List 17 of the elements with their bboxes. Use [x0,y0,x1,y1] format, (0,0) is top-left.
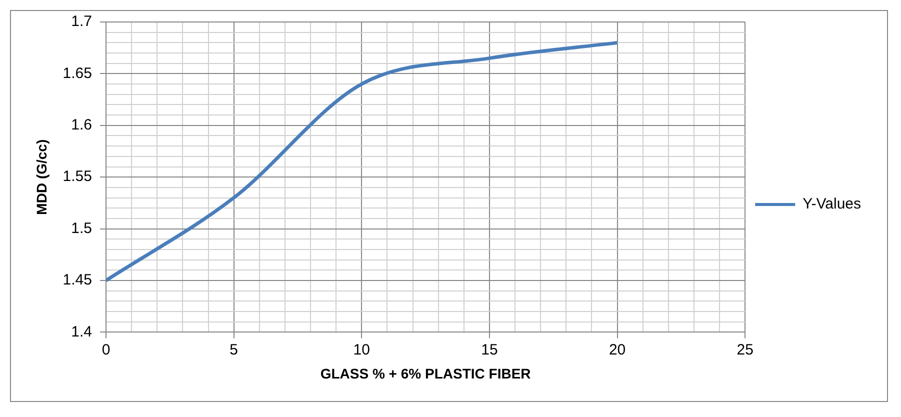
y-tick-label: 1.4 [71,323,92,340]
y-tick-label: 1.5 [71,220,92,237]
y-tick-label: 1.7 [71,13,92,30]
x-tick-label: 5 [230,341,238,358]
legend-label: Y-Values [802,196,861,213]
y-tick-label: 1.65 [62,64,92,82]
x-tick-label: 25 [736,341,754,358]
x-tick-label: 0 [102,341,110,358]
y-tick-label: 1.6 [71,116,92,134]
line-series [106,40,620,282]
y-axis-title: MDD (G/cc) [33,139,50,215]
x-tick-label: 10 [353,341,370,358]
x-tick-label: 15 [481,341,498,358]
y-tick-label: 1.45 [62,272,92,289]
x-axis-title: GLASS % + 6% PLASTIC FIBER [320,365,531,382]
x-tick-label: 20 [608,341,626,358]
y-tick-label: 1.55 [62,168,92,186]
